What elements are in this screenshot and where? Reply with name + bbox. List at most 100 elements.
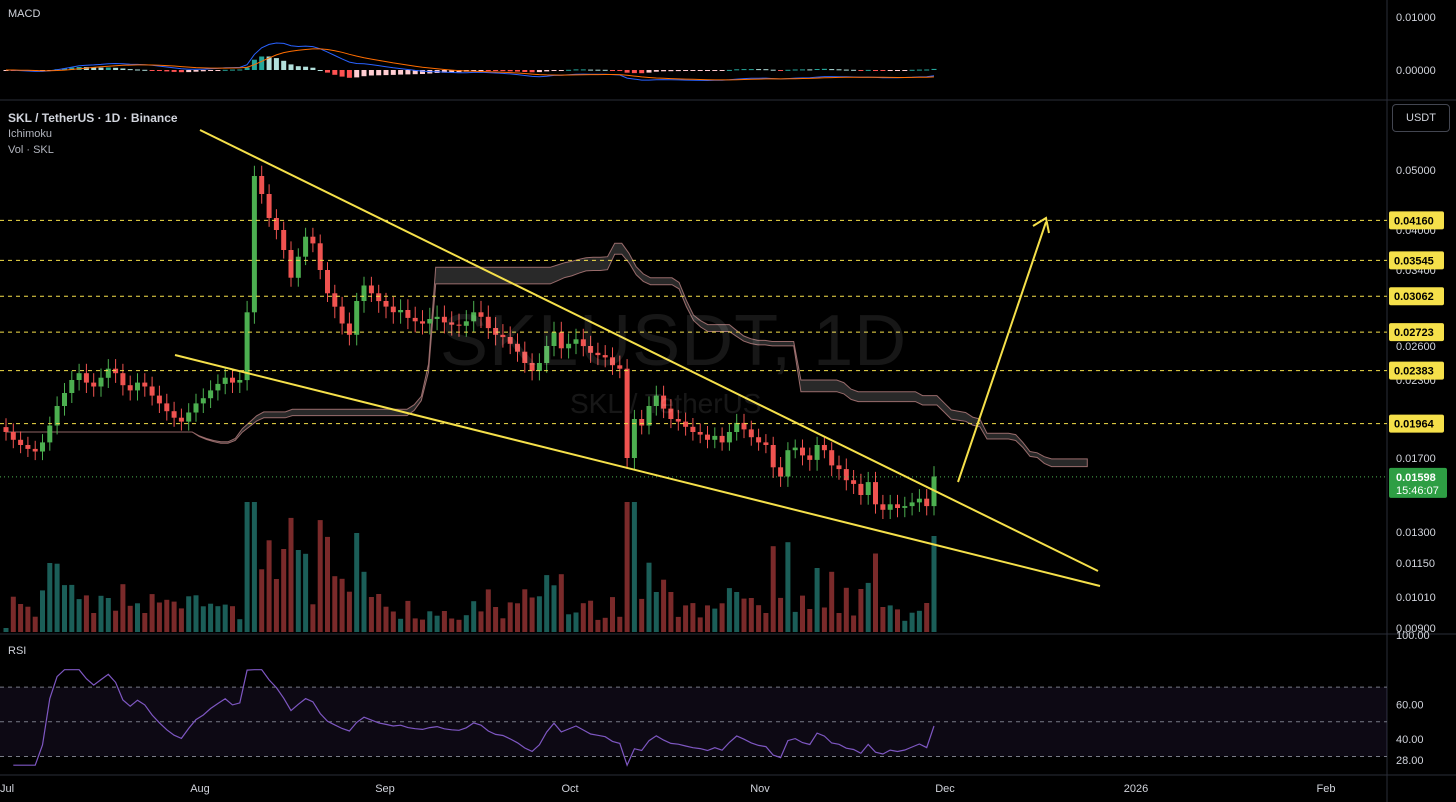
volume-bar	[485, 589, 491, 632]
candle-body	[895, 504, 900, 508]
volume-bar	[522, 589, 528, 632]
volume-bar	[244, 502, 250, 632]
price-level-badge	[1389, 414, 1444, 433]
wedge-lower-trendline	[174, 354, 1101, 587]
macd-histogram-bar	[303, 66, 309, 70]
candle-body	[237, 380, 243, 383]
ichimoku-indicator-label[interactable]: Ichimoku	[8, 128, 53, 140]
macd-histogram-bar	[515, 70, 520, 72]
volume-bar	[383, 606, 389, 632]
volume-bar	[493, 607, 499, 632]
volume-bar	[573, 612, 579, 632]
price-tick-label: 0.01300	[1396, 527, 1436, 539]
volume-bar	[208, 603, 214, 632]
volume-bar	[544, 575, 550, 632]
candle-body	[135, 382, 140, 391]
volume-bar	[376, 594, 382, 632]
volume-bar	[902, 620, 908, 632]
macd-line	[5, 42, 935, 82]
volume-bar	[558, 574, 564, 632]
candle-body	[653, 395, 659, 406]
macd-histogram-bar	[295, 66, 301, 70]
volume-bar	[887, 605, 893, 632]
macd-histogram-bar	[441, 70, 447, 73]
macd-histogram-bar	[785, 69, 791, 71]
volume-bar	[821, 607, 827, 632]
volume-bar	[748, 598, 754, 632]
volume-bar	[434, 615, 440, 632]
candle-body	[18, 439, 24, 445]
macd-histogram-bar	[756, 69, 762, 71]
macd-histogram-bar	[610, 70, 615, 71]
macd-histogram-bar	[325, 70, 330, 73]
symbol-title[interactable]: SKL / TetherUS · 1D · Binance	[8, 111, 178, 125]
volume-bar	[478, 611, 484, 632]
macd-histogram-bar	[902, 70, 908, 71]
candle-body	[288, 250, 294, 278]
volume-bar	[588, 600, 594, 632]
volume-bar	[149, 594, 155, 632]
macd-histogram-bar	[580, 69, 586, 71]
macd-histogram-bar	[880, 70, 886, 71]
candle-body	[485, 316, 491, 329]
candle-body	[522, 351, 528, 363]
macd-histogram-bar	[376, 70, 382, 76]
volume-bar	[924, 603, 930, 632]
macd-histogram-bar	[91, 67, 97, 70]
candle-body	[712, 435, 718, 440]
candle-body	[631, 419, 637, 458]
macd-histogram-bar	[171, 70, 177, 72]
volume-bar	[25, 606, 31, 632]
candle-body	[792, 447, 798, 451]
time-tick-label: Jul	[0, 783, 14, 795]
candle-body	[624, 368, 630, 458]
volume-bar	[273, 579, 279, 632]
candle-body	[558, 332, 564, 349]
volume-bar	[690, 603, 696, 632]
candle-body	[32, 448, 38, 452]
macd-histogram-bar	[178, 70, 184, 73]
macd-histogram-bar	[120, 68, 126, 70]
macd-histogram-bar	[624, 70, 630, 73]
currency-button[interactable]: USDT	[1392, 104, 1450, 132]
volume-indicator-label[interactable]: Vol · SKL	[8, 144, 54, 156]
candle-body	[40, 442, 45, 452]
candle-body	[230, 377, 235, 383]
volume-bar	[529, 597, 535, 632]
candle-body	[610, 357, 615, 366]
volume-bar	[763, 613, 769, 632]
volume-bar	[639, 598, 645, 632]
time-tick-label: Sep	[375, 783, 395, 795]
macd-histogram-bar	[895, 70, 900, 71]
candle-body	[98, 377, 104, 387]
candle-body	[500, 334, 506, 338]
volume-bar	[171, 601, 177, 632]
candle-body	[726, 432, 732, 443]
volume-bar	[675, 616, 681, 632]
macd-histogram-bar	[368, 70, 374, 76]
volume-bar	[62, 585, 67, 632]
macd-histogram-bar	[244, 67, 250, 70]
volume-bar	[843, 587, 849, 632]
macd-tick-label: 0.00000	[1396, 65, 1436, 77]
macd-histogram-bar	[390, 70, 396, 75]
macd-histogram-bar	[821, 68, 827, 70]
candle-body	[573, 339, 579, 344]
price-level-badge-text: 0.02723	[1394, 327, 1434, 339]
price-tick-label: 0.02600	[1396, 341, 1436, 353]
rsi-pane-label: RSI	[8, 645, 27, 657]
rsi-tick-label: 28.00	[1396, 755, 1424, 767]
macd-histogram-bar	[266, 56, 272, 70]
volume-bar	[719, 603, 725, 632]
volume-bar	[310, 604, 316, 632]
candle-body	[536, 363, 542, 371]
macd-histogram-bar	[164, 70, 170, 72]
time-tick-label: Nov	[750, 783, 770, 795]
macd-histogram-bar	[588, 69, 594, 71]
volume-bar	[858, 589, 864, 632]
volume-bar	[164, 599, 170, 632]
volume-bar	[865, 582, 871, 632]
volume-bar	[412, 618, 418, 632]
candle-body	[91, 382, 97, 387]
